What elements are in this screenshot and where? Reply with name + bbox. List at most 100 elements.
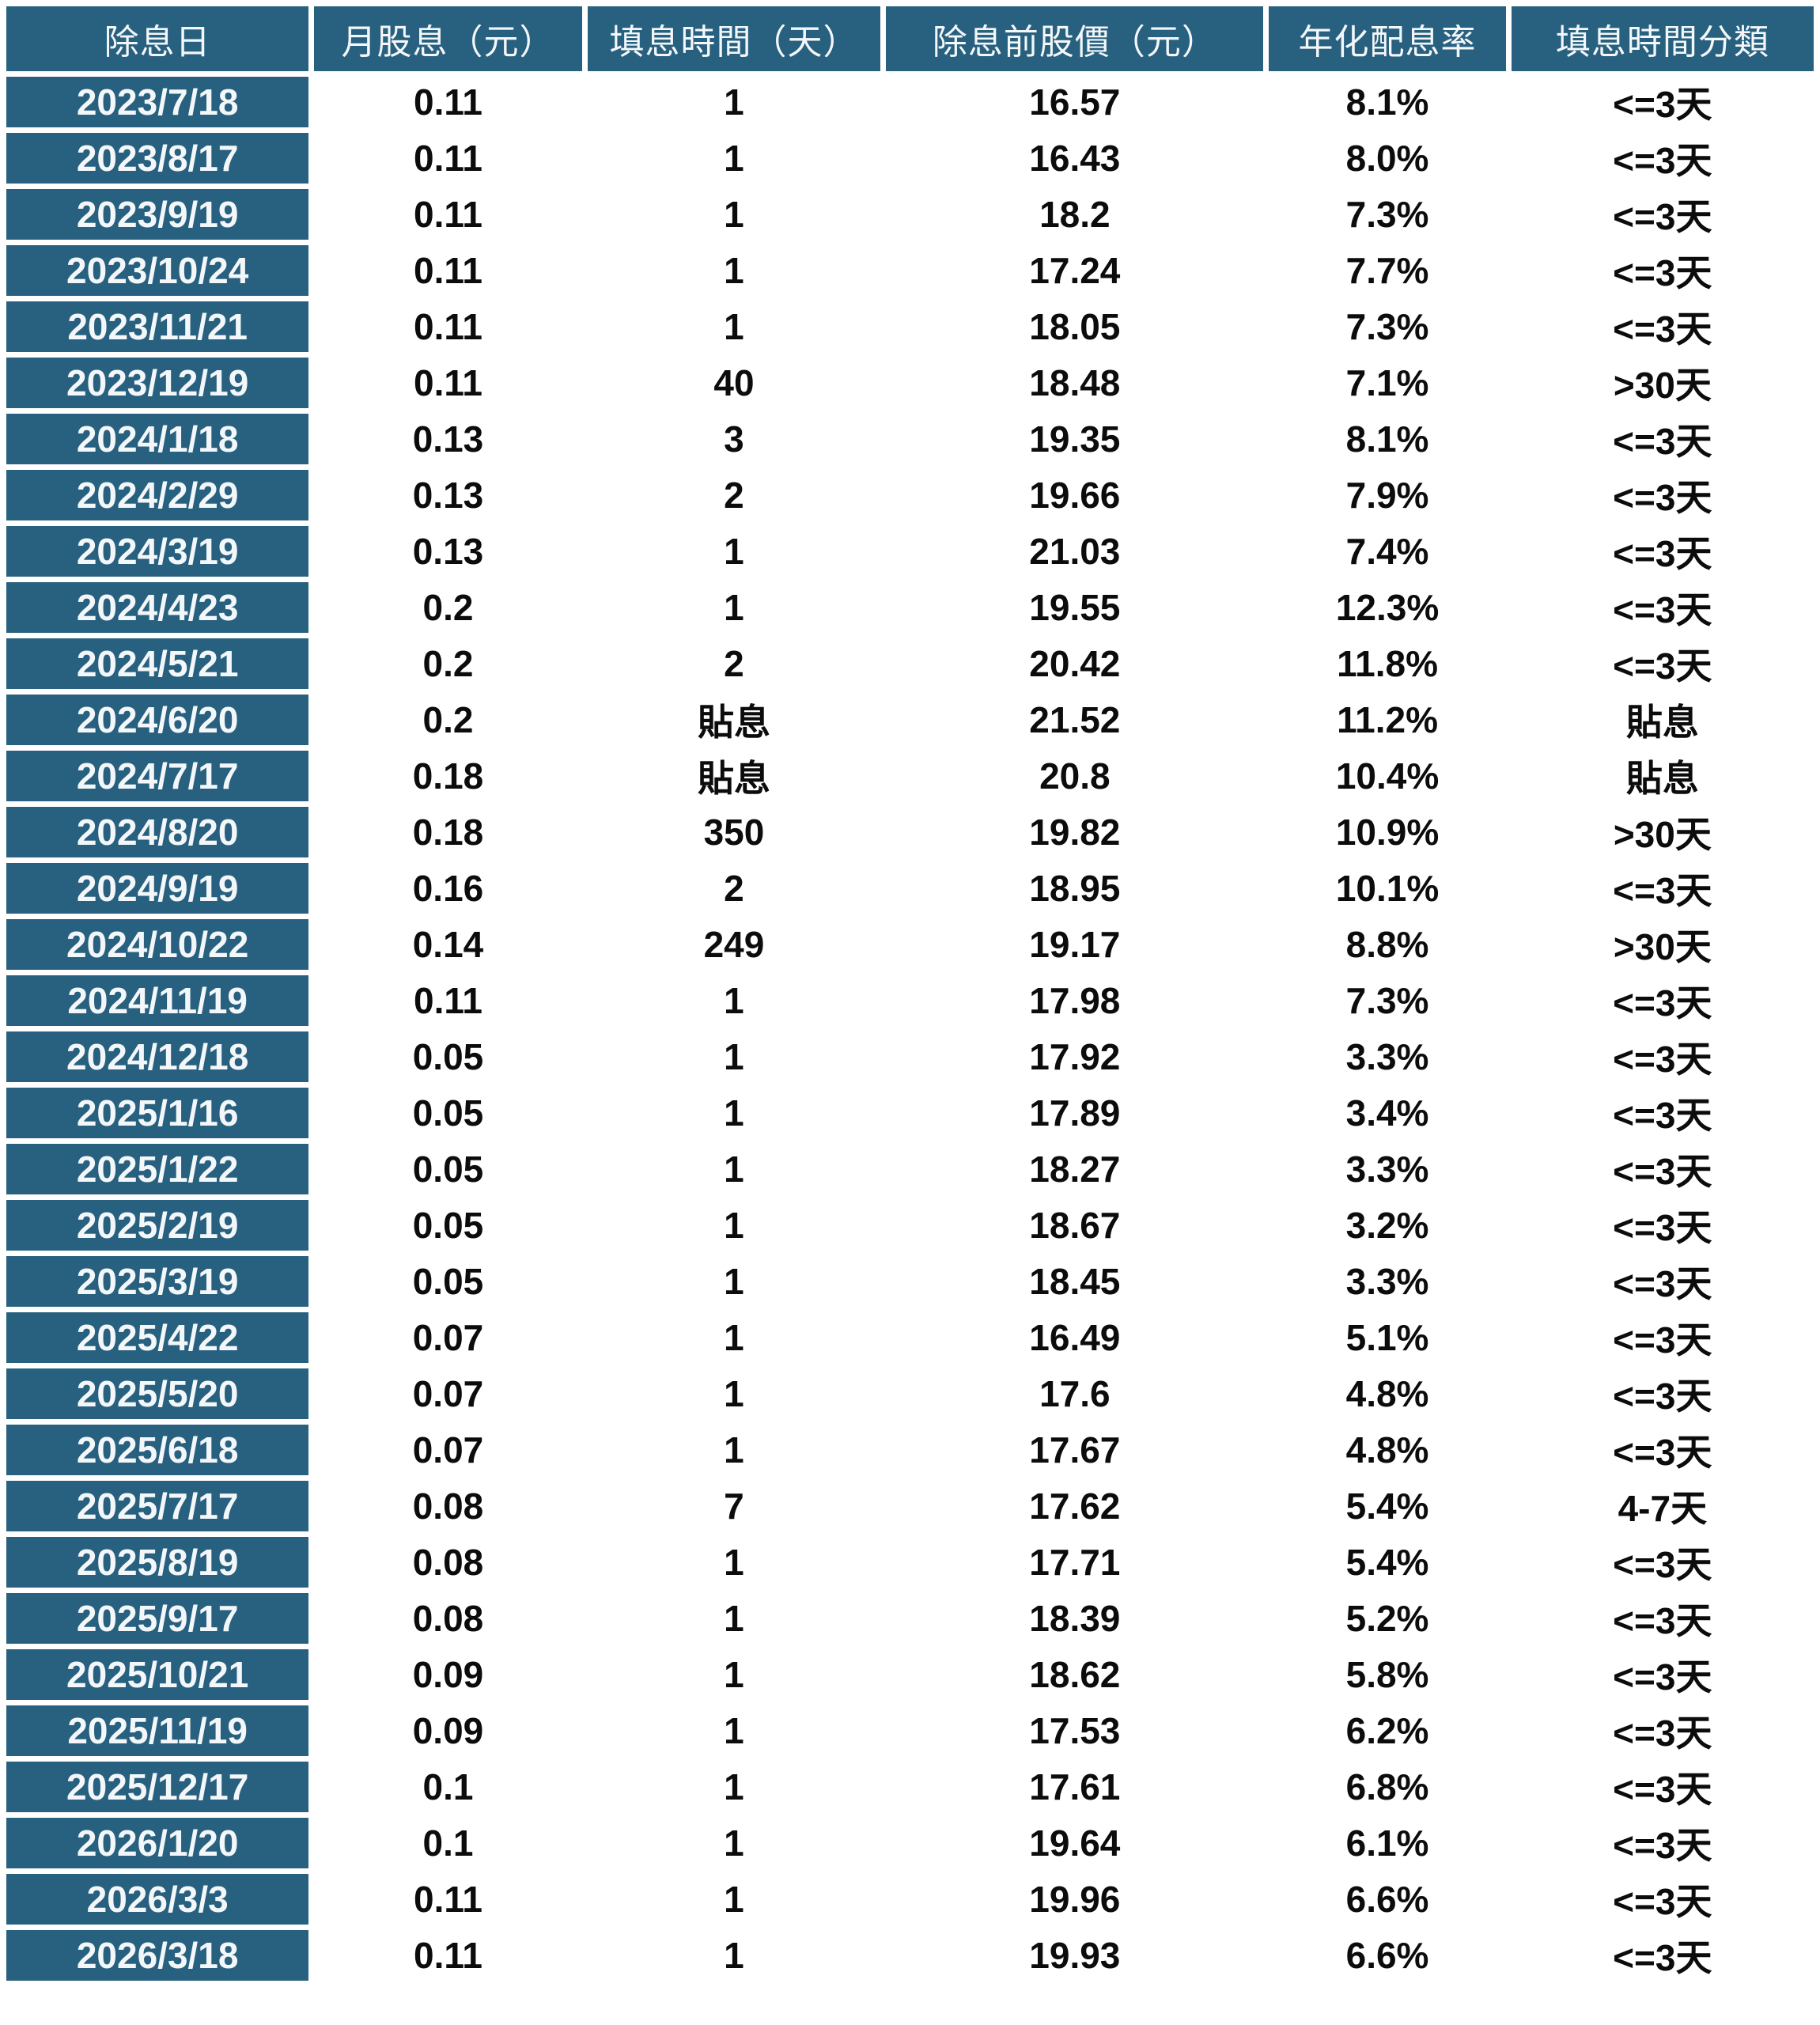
cell-annualized-yield: 5.1% bbox=[1345, 1317, 1429, 1358]
cell-ex-dividend-date: 2024/8/20 bbox=[6, 807, 309, 857]
cell-pre-ex-price: 19.93 bbox=[1029, 1935, 1121, 1976]
cell-annualized-yield: 6.8% bbox=[1345, 1766, 1429, 1807]
cell-annualized-yield: 8.1% bbox=[1345, 418, 1429, 460]
cell-fill-days: 1 bbox=[724, 1205, 744, 1246]
cell-annualized-yield: 10.9% bbox=[1335, 812, 1440, 853]
cell-fill-time-category: <=3天 bbox=[1613, 1039, 1712, 1080]
cell-pre-ex-price: 18.62 bbox=[1029, 1654, 1121, 1695]
cell-ex-dividend-date: 2026/3/18 bbox=[6, 1930, 309, 1981]
cell-monthly-dividend: 0.1 bbox=[422, 1822, 474, 1864]
cell-annualized-yield: 3.3% bbox=[1345, 1149, 1429, 1190]
cell-ex-dividend-date: 2025/1/16 bbox=[6, 1088, 309, 1138]
cell-fill-time-category: <=3天 bbox=[1613, 1376, 1712, 1417]
cell-annualized-yield: 7.3% bbox=[1345, 980, 1429, 1021]
cell-monthly-dividend: 0.11 bbox=[413, 138, 482, 179]
cell-monthly-dividend: 0.11 bbox=[413, 194, 482, 235]
cell-fill-time-category: <=3天 bbox=[1613, 533, 1712, 574]
cell-ex-dividend-date: 2026/1/20 bbox=[6, 1818, 309, 1868]
cell-monthly-dividend: 0.07 bbox=[412, 1429, 484, 1470]
cell-fill-time-category: <=3天 bbox=[1613, 1432, 1712, 1473]
cell-annualized-yield: 5.8% bbox=[1345, 1654, 1429, 1695]
cell-ex-dividend-date: 2024/10/22 bbox=[6, 919, 309, 970]
cell-pre-ex-price: 18.48 bbox=[1029, 362, 1121, 403]
cell-ex-dividend-date: 2023/12/19 bbox=[6, 358, 309, 408]
cell-ex-dividend-date: 2025/11/19 bbox=[6, 1705, 309, 1756]
cell-pre-ex-price: 17.24 bbox=[1029, 250, 1121, 291]
cell-monthly-dividend: 0.14 bbox=[412, 924, 484, 965]
cell-fill-days: 7 bbox=[724, 1486, 744, 1527]
cell-pre-ex-price: 16.43 bbox=[1029, 138, 1121, 179]
cell-ex-dividend-date: 2024/1/18 bbox=[6, 414, 309, 464]
cell-fill-time-category: <=3天 bbox=[1613, 1713, 1712, 1754]
cell-monthly-dividend: 0.05 bbox=[412, 1092, 484, 1134]
cell-ex-dividend-date: 2024/11/19 bbox=[6, 975, 309, 1026]
cell-fill-days: 1 bbox=[724, 1879, 744, 1920]
cell-fill-days: 1 bbox=[724, 1036, 744, 1077]
cell-fill-time-category: <=3天 bbox=[1613, 1881, 1712, 1922]
cell-fill-days: 2 bbox=[724, 475, 744, 516]
cell-monthly-dividend: 0.08 bbox=[412, 1542, 484, 1583]
cell-monthly-dividend: 0.08 bbox=[412, 1486, 484, 1527]
cell-annualized-yield: 5.4% bbox=[1345, 1486, 1429, 1527]
cell-pre-ex-price: 19.82 bbox=[1029, 812, 1121, 853]
cell-pre-ex-price: 17.67 bbox=[1029, 1429, 1121, 1470]
cell-fill-days: 1 bbox=[724, 138, 744, 179]
cell-fill-days: 1 bbox=[724, 81, 744, 123]
cell-monthly-dividend: 0.11 bbox=[413, 81, 482, 123]
cell-monthly-dividend: 0.05 bbox=[412, 1149, 484, 1190]
cell-pre-ex-price: 18.45 bbox=[1029, 1261, 1121, 1302]
cell-ex-dividend-date: 2024/3/19 bbox=[6, 526, 309, 577]
cell-fill-days: 1 bbox=[724, 194, 744, 235]
cell-monthly-dividend: 0.07 bbox=[412, 1317, 484, 1358]
cell-monthly-dividend: 0.11 bbox=[413, 362, 482, 403]
cell-fill-days: 1 bbox=[724, 1542, 744, 1583]
cell-monthly-dividend: 0.11 bbox=[413, 306, 482, 347]
cell-fill-days: 1 bbox=[724, 1766, 744, 1807]
cell-monthly-dividend: 0.09 bbox=[412, 1654, 484, 1695]
cell-annualized-yield: 8.1% bbox=[1345, 81, 1429, 123]
cell-annualized-yield: 7.3% bbox=[1345, 194, 1429, 235]
dividend-table: 除息日 月股息（元） 填息時間（天） 除息前股價（元） 年化配息率 填息時間分類 2023/… bbox=[6, 6, 1814, 1981]
cell-annualized-yield: 3.4% bbox=[1345, 1092, 1429, 1134]
cell-ex-dividend-date: 2025/10/21 bbox=[6, 1649, 309, 1700]
cell-monthly-dividend: 0.2 bbox=[422, 699, 474, 740]
cell-ex-dividend-date: 2025/1/22 bbox=[6, 1144, 309, 1194]
cell-annualized-yield: 7.3% bbox=[1345, 306, 1429, 347]
cell-monthly-dividend: 0.05 bbox=[412, 1205, 484, 1246]
cell-fill-days: 貼息 bbox=[697, 702, 770, 743]
cell-pre-ex-price: 21.52 bbox=[1029, 699, 1121, 740]
cell-ex-dividend-date: 2025/4/22 bbox=[6, 1312, 309, 1363]
cell-ex-dividend-date: 2023/8/17 bbox=[6, 133, 309, 184]
cell-fill-time-category: <=3天 bbox=[1613, 1544, 1712, 1585]
cell-pre-ex-price: 18.05 bbox=[1029, 306, 1121, 347]
cell-monthly-dividend: 0.18 bbox=[412, 755, 484, 797]
cell-monthly-dividend: 0.09 bbox=[412, 1710, 484, 1751]
cell-monthly-dividend: 0.08 bbox=[412, 1598, 484, 1639]
cell-fill-time-category: <=3天 bbox=[1613, 196, 1712, 237]
cell-fill-days: 1 bbox=[724, 1822, 744, 1864]
cell-monthly-dividend: 0.2 bbox=[422, 643, 474, 684]
cell-pre-ex-price: 17.6 bbox=[1039, 1373, 1111, 1414]
cell-pre-ex-price: 16.49 bbox=[1029, 1317, 1121, 1358]
cell-annualized-yield: 6.2% bbox=[1345, 1710, 1429, 1751]
cell-annualized-yield: 11.2% bbox=[1337, 699, 1438, 740]
cell-fill-time-category: <=3天 bbox=[1613, 1263, 1712, 1304]
cell-fill-time-category: <=3天 bbox=[1613, 1319, 1712, 1361]
cell-fill-time-category: 4-7天 bbox=[1618, 1488, 1708, 1529]
cell-fill-time-category: <=3天 bbox=[1613, 645, 1712, 687]
cell-ex-dividend-date: 2023/11/21 bbox=[6, 301, 309, 352]
header-cell-fill-time-category: 填息時間分類 bbox=[1511, 6, 1814, 71]
cell-monthly-dividend: 0.18 bbox=[412, 812, 484, 853]
cell-monthly-dividend: 0.11 bbox=[413, 1879, 482, 1920]
cell-fill-days: 3 bbox=[724, 418, 744, 460]
cell-monthly-dividend: 0.13 bbox=[412, 475, 484, 516]
cell-fill-days: 1 bbox=[724, 1598, 744, 1639]
cell-annualized-yield: 7.7% bbox=[1345, 250, 1429, 291]
cell-fill-days: 貼息 bbox=[697, 758, 770, 799]
cell-pre-ex-price: 17.89 bbox=[1029, 1092, 1121, 1134]
cell-ex-dividend-date: 2025/3/19 bbox=[6, 1256, 309, 1307]
cell-annualized-yield: 6.6% bbox=[1345, 1879, 1429, 1920]
cell-fill-time-category: >30天 bbox=[1613, 926, 1712, 967]
cell-ex-dividend-date: 2025/9/17 bbox=[6, 1593, 309, 1644]
cell-fill-days: 1 bbox=[724, 250, 744, 291]
